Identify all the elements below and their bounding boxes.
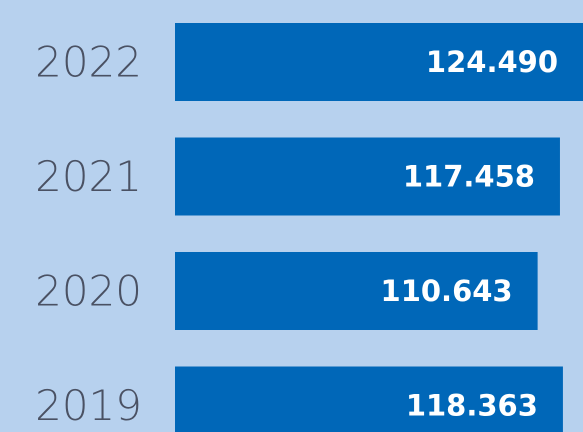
bar: [175, 252, 538, 330]
category-label: 2021: [35, 152, 142, 201]
bar: [175, 23, 583, 101]
category-label: 2020: [35, 267, 142, 316]
value-label: 117.458: [403, 160, 535, 194]
category-label: 2019: [35, 381, 142, 430]
value-label: 118.363: [406, 389, 538, 423]
bar: [175, 137, 560, 216]
category-label: 2022: [35, 38, 142, 87]
value-label: 110.643: [381, 274, 513, 308]
bar: [175, 366, 563, 432]
value-label: 124.490: [426, 45, 558, 79]
